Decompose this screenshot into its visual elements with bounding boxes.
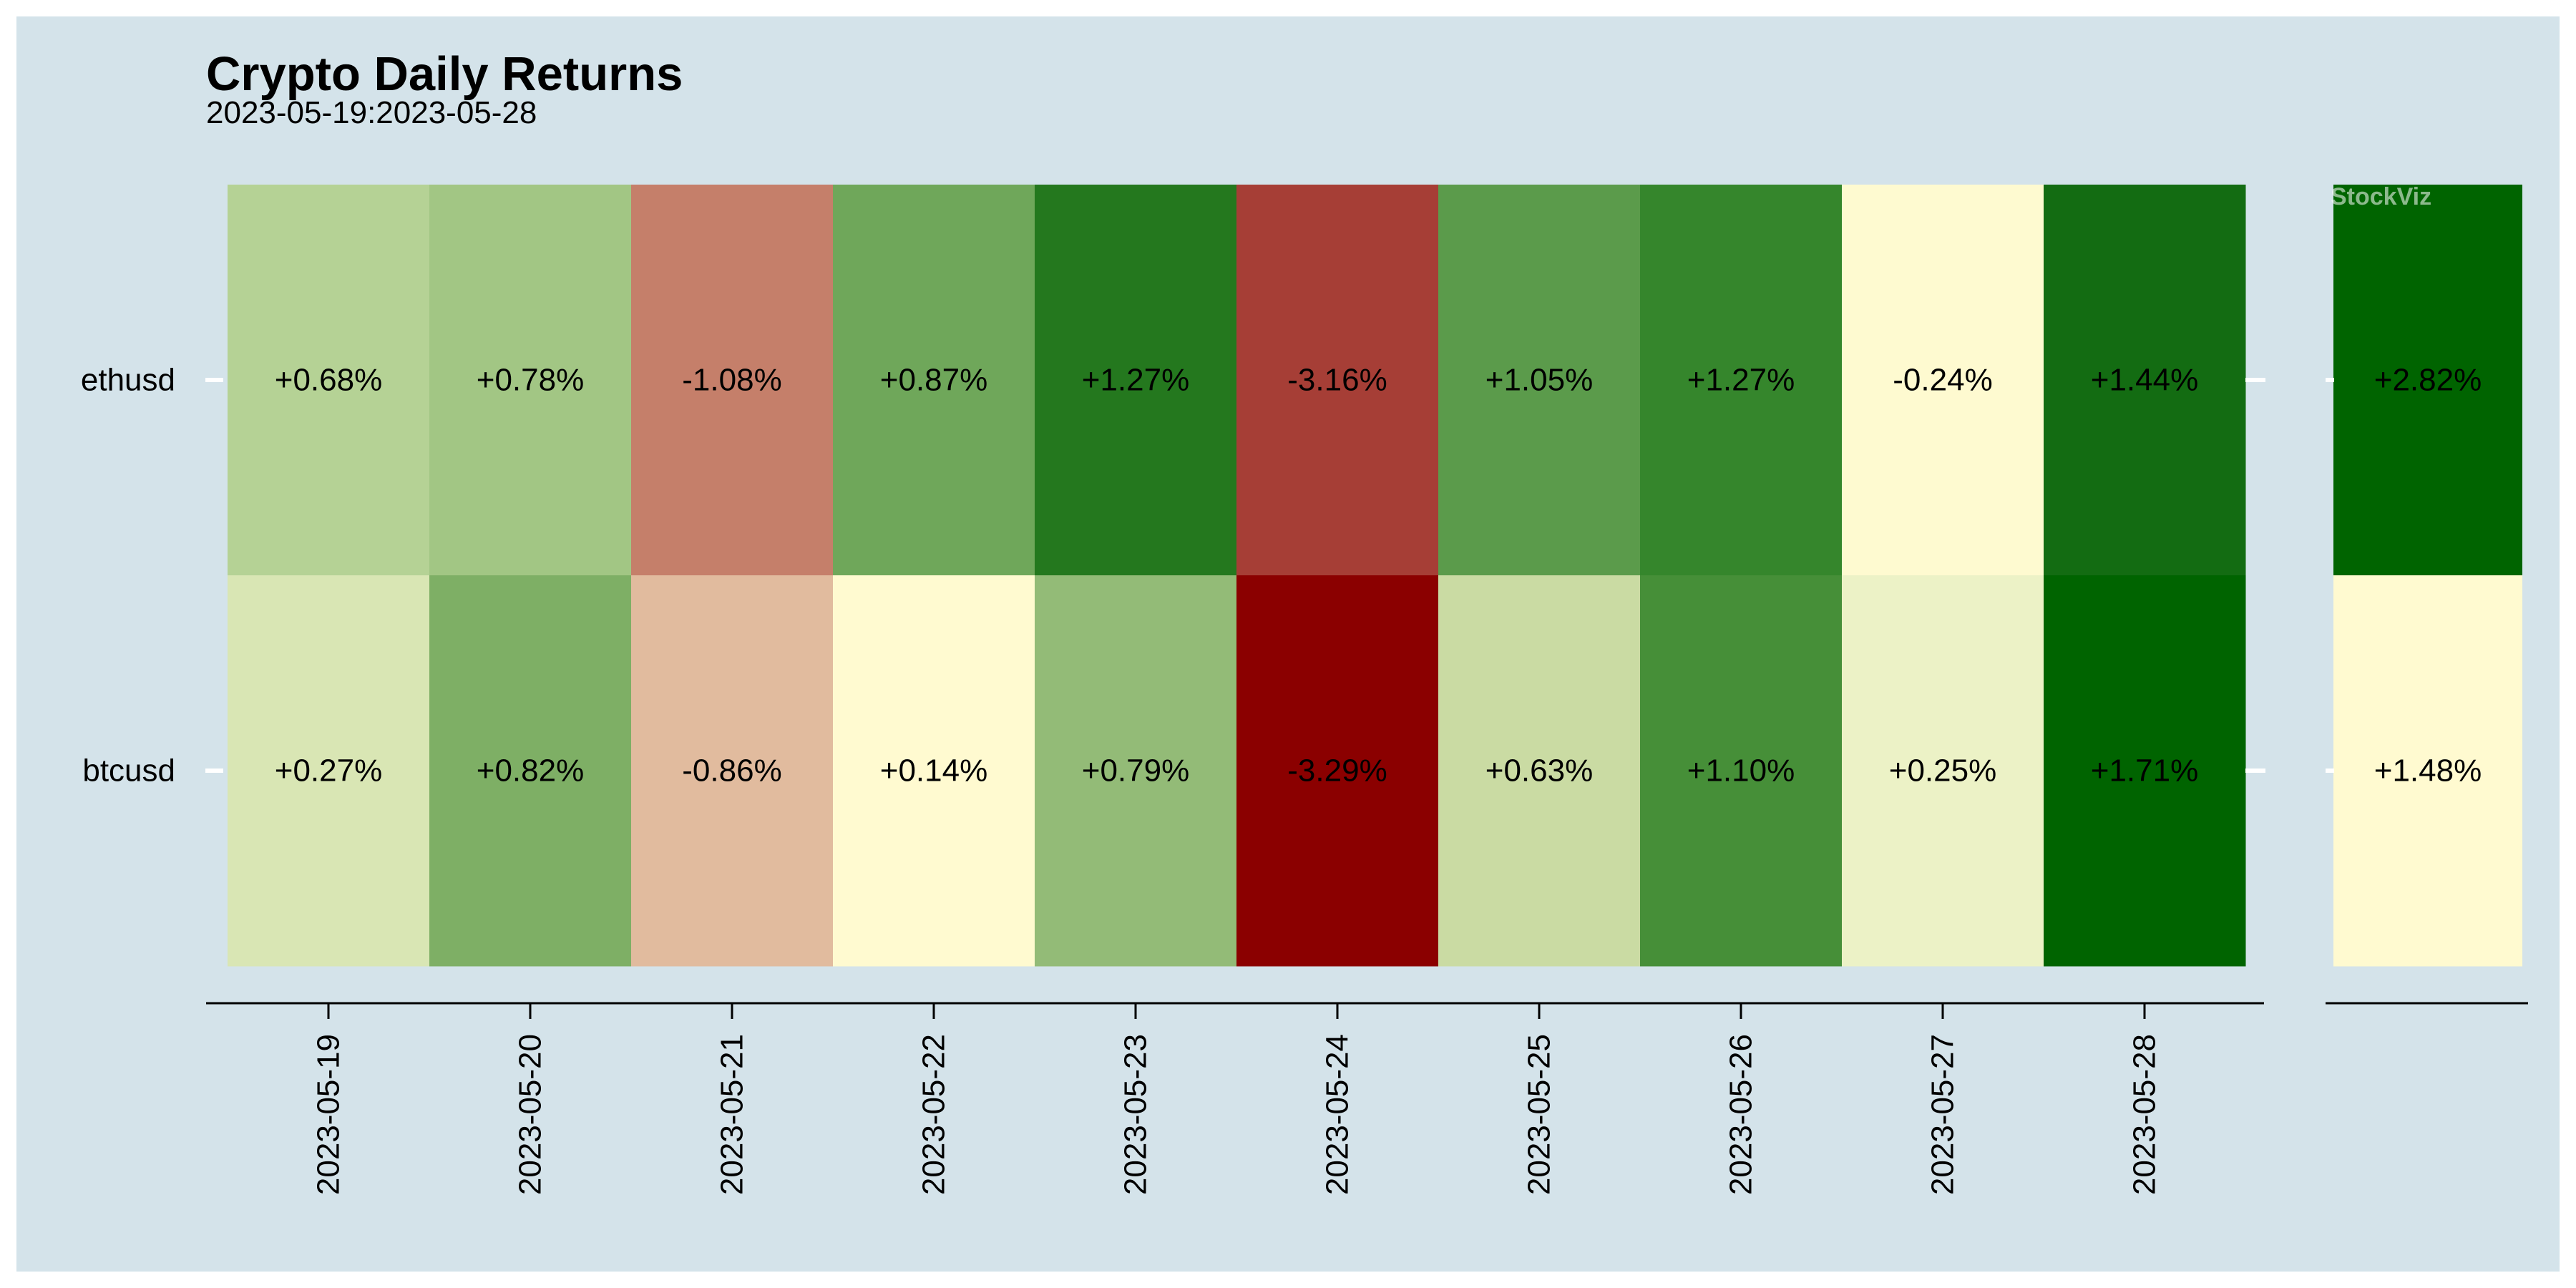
watermark: StockViz <box>2331 183 2431 210</box>
heatmap-cell <box>2044 575 2246 967</box>
heatmap-cell <box>228 185 430 576</box>
chart-title: Crypto Daily Returns <box>206 47 683 101</box>
x-tick-label: 2023-05-22 <box>917 1034 952 1195</box>
x-tick-label: 2023-05-23 <box>1118 1034 1153 1195</box>
chart-subtitle: 2023-05-19:2023-05-28 <box>206 95 537 130</box>
data-label: -1.08% <box>682 363 781 398</box>
x-tick-label: 2023-05-26 <box>1724 1034 1759 1195</box>
heatmap-cell <box>1035 575 1237 967</box>
heatmap-cell <box>1842 185 2044 576</box>
x-tick-label: 2023-05-21 <box>715 1034 750 1195</box>
heatmap-cell <box>1236 185 1439 576</box>
x-tick-label: 2023-05-20 <box>513 1034 548 1195</box>
row-label: btcusd <box>82 753 175 789</box>
total-cell <box>2333 185 2522 576</box>
heatmap-cell <box>833 575 1035 967</box>
heatmap-cell <box>228 575 430 967</box>
heatmap-cell <box>429 185 632 576</box>
data-label: +1.44% <box>2091 363 2198 398</box>
data-label: +0.63% <box>1485 753 1593 789</box>
x-tick-label: 2023-05-25 <box>1522 1034 1557 1195</box>
data-label: +1.27% <box>1687 363 1795 398</box>
total-cell <box>2333 575 2522 967</box>
heatmap-cell <box>1842 575 2044 967</box>
total-label: +1.48% <box>2374 753 2482 789</box>
data-label: +0.78% <box>477 363 584 398</box>
heatmap-cell <box>1438 185 1641 576</box>
data-label: -0.24% <box>1893 363 1992 398</box>
heatmap-cell <box>1640 185 1843 576</box>
heatmap-cell <box>1035 185 1237 576</box>
heatmap-cell <box>631 575 834 967</box>
data-label: -3.29% <box>1287 753 1387 789</box>
heatmap-cell <box>1640 575 1843 967</box>
x-tick-label: 2023-05-28 <box>2127 1034 2162 1195</box>
heatmap-cell <box>833 185 1035 576</box>
total-label: +2.82% <box>2374 363 2482 398</box>
data-label: +0.87% <box>880 363 987 398</box>
heatmap-cell <box>1438 575 1641 967</box>
data-label: +1.71% <box>2091 753 2198 789</box>
data-label: +1.10% <box>1687 753 1795 789</box>
data-label: +0.14% <box>880 753 987 789</box>
data-label: +0.68% <box>275 363 382 398</box>
x-tick-label: 2023-05-27 <box>1926 1034 1961 1195</box>
x-tick-label: 2023-05-24 <box>1320 1034 1355 1195</box>
data-label: +0.79% <box>1082 753 1189 789</box>
row-label: ethusd <box>81 363 175 398</box>
x-tick-label: 2023-05-19 <box>311 1034 346 1195</box>
heatmap-cell <box>631 185 834 576</box>
heatmap-cell <box>2044 185 2246 576</box>
heatmap-cell <box>429 575 632 967</box>
data-label: +0.25% <box>1889 753 1996 789</box>
data-label: -3.16% <box>1287 363 1387 398</box>
data-label: -0.86% <box>682 753 781 789</box>
data-label: +1.27% <box>1082 363 1189 398</box>
data-label: +1.05% <box>1485 363 1593 398</box>
data-label: +0.27% <box>275 753 382 789</box>
data-label: +0.82% <box>477 753 584 789</box>
heatmap-cell <box>1236 575 1439 967</box>
